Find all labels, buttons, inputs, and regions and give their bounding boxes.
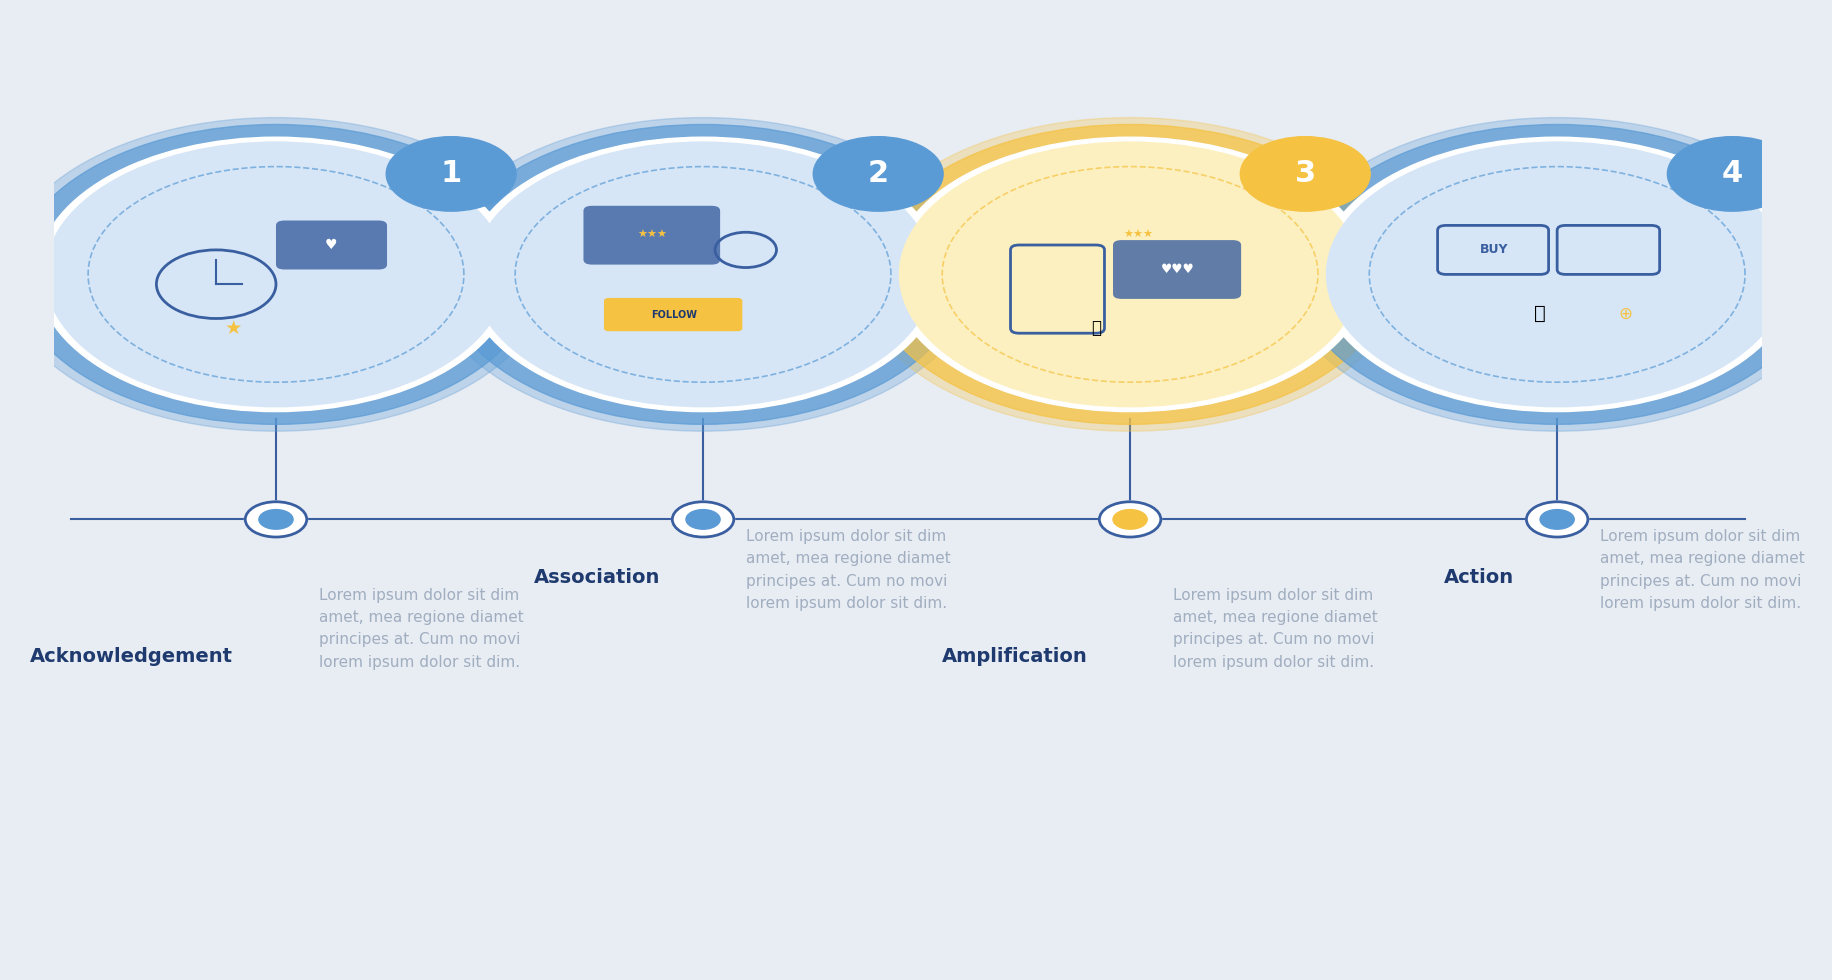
- Text: BUY: BUY: [1480, 243, 1508, 257]
- Circle shape: [868, 124, 1392, 424]
- FancyBboxPatch shape: [583, 206, 720, 265]
- Circle shape: [431, 118, 976, 431]
- Circle shape: [46, 142, 507, 407]
- Circle shape: [15, 124, 537, 424]
- Text: 2: 2: [868, 160, 889, 188]
- Text: Amplification: Amplification: [942, 647, 1088, 665]
- Circle shape: [442, 124, 964, 424]
- Circle shape: [473, 142, 934, 407]
- Text: Association: Association: [533, 568, 660, 587]
- Circle shape: [258, 510, 293, 529]
- Text: FOLLOW: FOLLOW: [650, 310, 696, 319]
- Circle shape: [1284, 118, 1830, 431]
- Circle shape: [1326, 142, 1788, 407]
- FancyBboxPatch shape: [277, 220, 387, 270]
- Text: 4: 4: [1722, 160, 1742, 188]
- Text: 3: 3: [1295, 160, 1315, 188]
- Text: ♥: ♥: [324, 238, 337, 252]
- Text: 1: 1: [440, 160, 462, 188]
- Circle shape: [1114, 510, 1147, 529]
- Text: 📣: 📣: [1090, 319, 1101, 337]
- Circle shape: [1099, 502, 1161, 537]
- Text: ★★★: ★★★: [638, 230, 667, 240]
- Text: ★: ★: [225, 318, 242, 338]
- Circle shape: [463, 137, 942, 412]
- Circle shape: [1667, 136, 1797, 211]
- Circle shape: [1317, 137, 1797, 412]
- Circle shape: [890, 137, 1369, 412]
- Circle shape: [1240, 136, 1370, 211]
- Text: Action: Action: [1444, 568, 1515, 587]
- Circle shape: [685, 510, 720, 529]
- Circle shape: [900, 142, 1361, 407]
- Circle shape: [1526, 502, 1588, 537]
- Text: Lorem ipsum dolor sit dim
amet, mea regione diamet
principes at. Cum no movi
lor: Lorem ipsum dolor sit dim amet, mea regi…: [1599, 529, 1805, 611]
- Text: Lorem ipsum dolor sit dim
amet, mea regione diamet
principes at. Cum no movi
lor: Lorem ipsum dolor sit dim amet, mea regi…: [319, 588, 524, 669]
- Text: ♥♥♥: ♥♥♥: [1161, 263, 1194, 276]
- FancyBboxPatch shape: [1114, 240, 1240, 299]
- Circle shape: [1295, 124, 1819, 424]
- Circle shape: [857, 118, 1403, 431]
- Text: ★★★: ★★★: [1123, 230, 1154, 240]
- FancyBboxPatch shape: [605, 298, 742, 331]
- Circle shape: [2, 118, 550, 431]
- Text: Lorem ipsum dolor sit dim
amet, mea regione diamet
principes at. Cum no movi
lor: Lorem ipsum dolor sit dim amet, mea regi…: [746, 529, 951, 611]
- Circle shape: [672, 502, 735, 537]
- Circle shape: [387, 136, 517, 211]
- Text: Lorem ipsum dolor sit dim
amet, mea regione diamet
principes at. Cum no movi
lor: Lorem ipsum dolor sit dim amet, mea regi…: [1172, 588, 1378, 669]
- Text: Acknowledgement: Acknowledgement: [31, 647, 233, 665]
- Circle shape: [245, 502, 306, 537]
- Circle shape: [37, 137, 515, 412]
- Text: ⊕: ⊕: [1618, 305, 1632, 322]
- Text: 👥: 👥: [1533, 304, 1546, 323]
- Circle shape: [813, 136, 943, 211]
- Circle shape: [1541, 510, 1574, 529]
